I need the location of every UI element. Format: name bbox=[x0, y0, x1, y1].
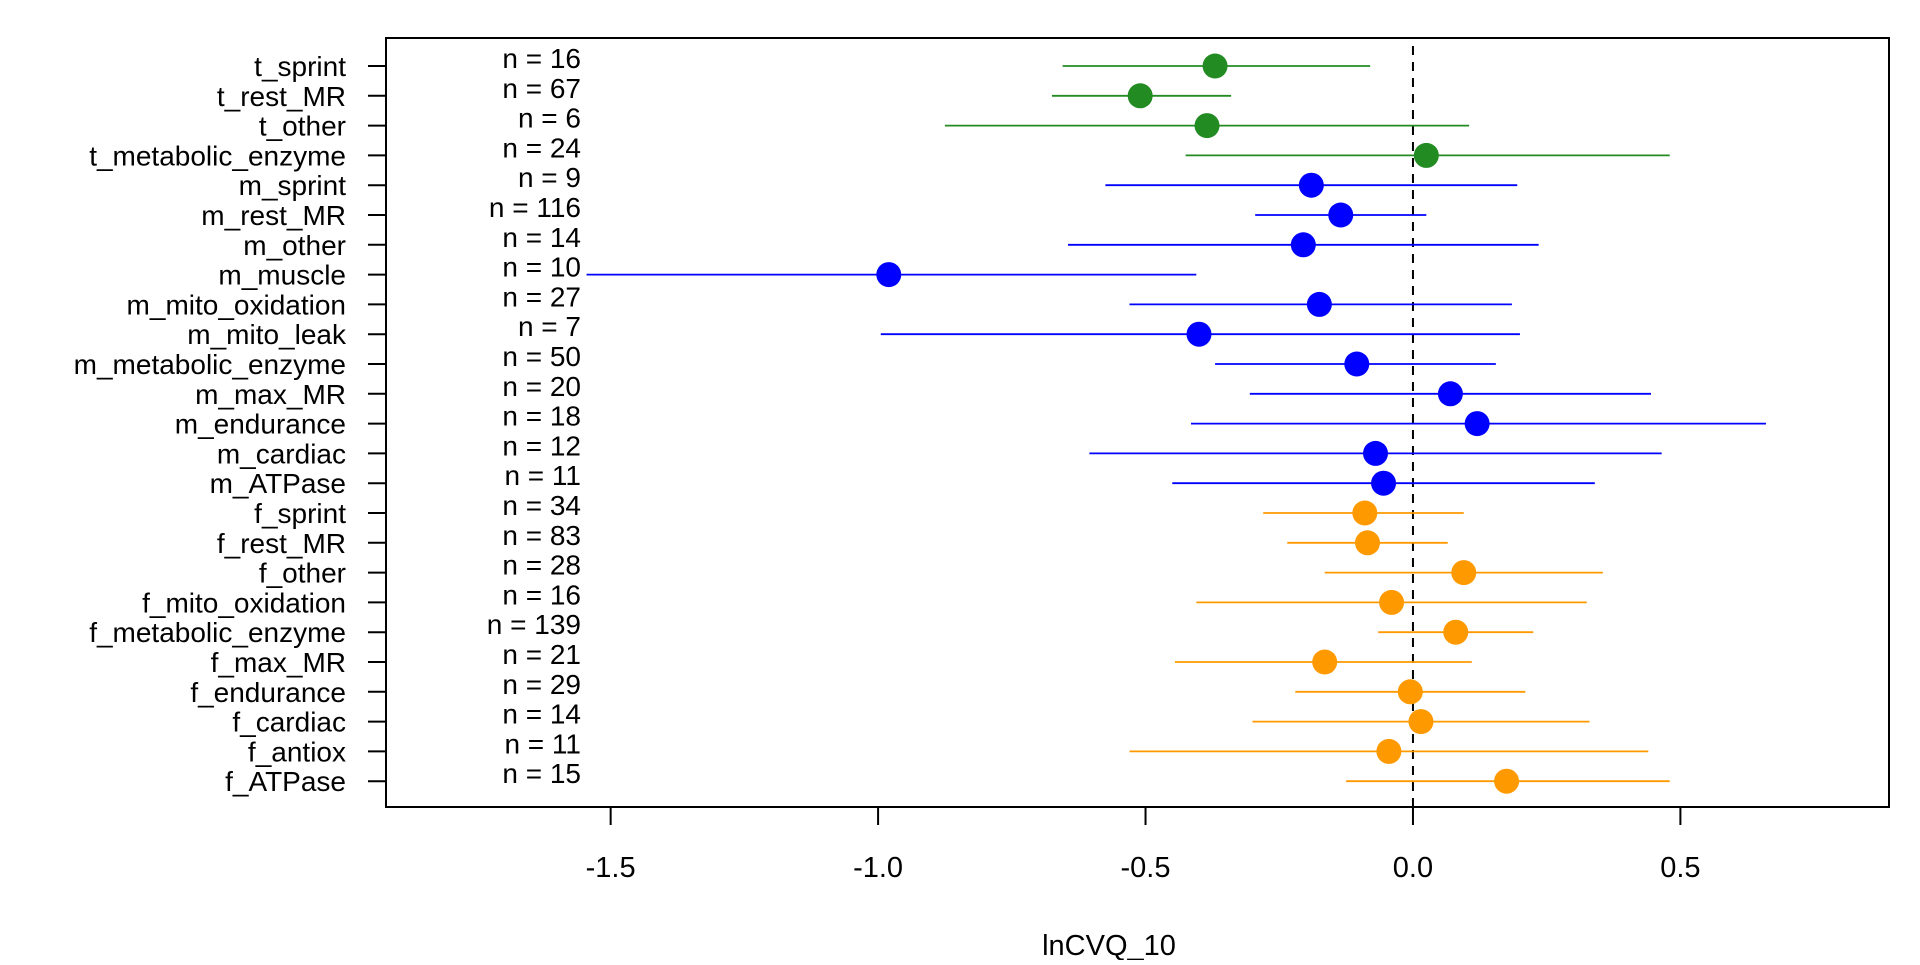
estimate-point-f_mito_oxidation bbox=[1379, 589, 1405, 615]
y-tick-label-m_muscle: m_muscle bbox=[218, 260, 346, 291]
y-tick-label-t_rest_MR: t_rest_MR bbox=[217, 81, 346, 112]
estimate-point-m_metabolic_enzyme bbox=[1344, 351, 1370, 377]
n-label-m_ATPase: n = 11 bbox=[504, 460, 581, 491]
estimate-point-f_ATPase bbox=[1494, 768, 1520, 794]
plot-frame bbox=[385, 37, 1890, 808]
n-label-f_mito_oxidation: n = 16 bbox=[502, 579, 581, 610]
y-tick-label-f_cardiac: f_cardiac bbox=[232, 707, 346, 738]
estimate-point-layer bbox=[876, 53, 1520, 794]
y-tick-label-f_endurance: f_endurance bbox=[190, 677, 346, 708]
y-tick-label-t_sprint: t_sprint bbox=[254, 51, 346, 82]
n-label-m_endurance: n = 18 bbox=[502, 401, 581, 432]
estimate-point-f_sprint bbox=[1352, 500, 1378, 526]
estimate-point-m_mito_leak bbox=[1186, 321, 1212, 347]
y-tick-label-f_ATPase: f_ATPase bbox=[225, 766, 346, 797]
estimate-point-m_endurance bbox=[1464, 411, 1490, 437]
y-tick-label-f_metabolic_enzyme: f_metabolic_enzyme bbox=[89, 617, 346, 648]
y-tick-label-m_sprint: m_sprint bbox=[239, 170, 347, 201]
x-axis-title: lnCVQ_10 bbox=[1042, 930, 1176, 960]
estimate-point-f_max_MR bbox=[1312, 649, 1338, 675]
y-tick-label-m_endurance: m_endurance bbox=[175, 409, 346, 440]
x-tick-label-2: -0.5 bbox=[1121, 852, 1171, 884]
n-label-f_max_MR: n = 21 bbox=[502, 639, 581, 670]
y-tick-label-m_cardiac: m_cardiac bbox=[217, 438, 346, 469]
y-tick-label-f_rest_MR: f_rest_MR bbox=[217, 528, 346, 559]
y-tick-label-m_mito_oxidation: m_mito_oxidation bbox=[127, 289, 346, 320]
y-tick-label-m_mito_leak: m_mito_leak bbox=[187, 319, 347, 350]
n-label-m_mito_oxidation: n = 27 bbox=[502, 281, 581, 312]
y-tick-label-t_other: t_other bbox=[259, 111, 346, 142]
estimate-point-f_metabolic_enzyme bbox=[1443, 619, 1469, 645]
estimate-point-t_other bbox=[1194, 113, 1220, 139]
estimate-point-m_mito_oxidation bbox=[1306, 291, 1332, 317]
estimate-point-m_rest_MR bbox=[1328, 202, 1354, 228]
estimate-point-t_rest_MR bbox=[1127, 83, 1153, 109]
n-label-f_cardiac: n = 14 bbox=[502, 699, 581, 730]
y-tick-label-f_max_MR: f_max_MR bbox=[211, 647, 346, 678]
y-tick-label-f_antiox: f_antiox bbox=[248, 736, 346, 767]
x-axis: -1.5 -1.0 -0.5 0.0 0.5 bbox=[586, 807, 1701, 884]
x-tick-label-4: 0.5 bbox=[1660, 852, 1700, 884]
n-label-m_other: n = 14 bbox=[502, 222, 581, 253]
n-label-m_muscle: n = 10 bbox=[502, 252, 581, 283]
estimate-point-m_cardiac bbox=[1363, 440, 1389, 466]
n-label-f_metabolic_enzyme: n = 139 bbox=[487, 609, 581, 640]
confidence-interval-layer bbox=[586, 65, 1766, 783]
n-label-m_sprint: n = 9 bbox=[518, 162, 581, 193]
n-label-f_endurance: n = 29 bbox=[502, 669, 581, 700]
y-tick-label-t_metabolic_enzyme: t_metabolic_enzyme bbox=[89, 140, 346, 171]
estimate-point-m_sprint bbox=[1298, 172, 1324, 198]
n-label-m_metabolic_enzyme: n = 50 bbox=[502, 341, 581, 372]
y-tick-label-m_ATPase: m_ATPase bbox=[210, 468, 346, 499]
estimate-point-t_metabolic_enzyme bbox=[1413, 142, 1439, 168]
estimate-point-m_max_MR bbox=[1437, 381, 1463, 407]
y-tick-label-f_sprint: f_sprint bbox=[254, 498, 346, 529]
y-tick-label-m_metabolic_enzyme: m_metabolic_enzyme bbox=[74, 349, 346, 380]
estimate-point-f_cardiac bbox=[1408, 709, 1434, 735]
n-label-t_rest_MR: n = 67 bbox=[502, 73, 581, 104]
estimate-point-f_antiox bbox=[1376, 738, 1402, 764]
n-label-t_other: n = 6 bbox=[518, 103, 581, 134]
n-label-m_mito_leak: n = 7 bbox=[518, 311, 581, 342]
y-axis-labels: t_sprintt_rest_MRt_othert_metabolic_enzy… bbox=[74, 51, 386, 797]
y-tick-label-f_mito_oxidation: f_mito_oxidation bbox=[142, 587, 346, 618]
estimate-point-f_rest_MR bbox=[1354, 530, 1380, 556]
n-label-t_sprint: n = 16 bbox=[502, 43, 581, 74]
n-label-m_cardiac: n = 12 bbox=[502, 430, 581, 461]
x-tick-label-3: 0.0 bbox=[1393, 852, 1433, 884]
y-tick-label-f_other: f_other bbox=[259, 558, 346, 589]
n-label-f_antiox: n = 11 bbox=[504, 728, 581, 759]
y-tick-label-m_max_MR: m_max_MR bbox=[195, 379, 346, 410]
estimate-point-f_endurance bbox=[1397, 679, 1423, 705]
x-tick-label-1: -1.0 bbox=[853, 852, 903, 884]
estimate-point-t_sprint bbox=[1202, 53, 1228, 79]
n-label-f_ATPase: n = 15 bbox=[502, 758, 581, 789]
estimate-point-f_other bbox=[1451, 560, 1477, 586]
n-label-t_metabolic_enzyme: n = 24 bbox=[502, 132, 581, 163]
estimate-point-m_ATPase bbox=[1371, 470, 1397, 496]
estimate-point-m_muscle bbox=[876, 262, 902, 288]
x-tick-label-0: -1.5 bbox=[586, 852, 636, 884]
n-label-f_sprint: n = 34 bbox=[502, 490, 581, 521]
n-label-m_max_MR: n = 20 bbox=[502, 371, 581, 402]
n-label-f_other: n = 28 bbox=[502, 550, 581, 581]
y-tick-label-m_rest_MR: m_rest_MR bbox=[201, 200, 346, 231]
y-tick-label-m_other: m_other bbox=[243, 230, 346, 261]
n-label-m_rest_MR: n = 116 bbox=[489, 192, 581, 223]
estimate-point-m_other bbox=[1290, 232, 1316, 258]
n-label-f_rest_MR: n = 83 bbox=[502, 520, 581, 551]
